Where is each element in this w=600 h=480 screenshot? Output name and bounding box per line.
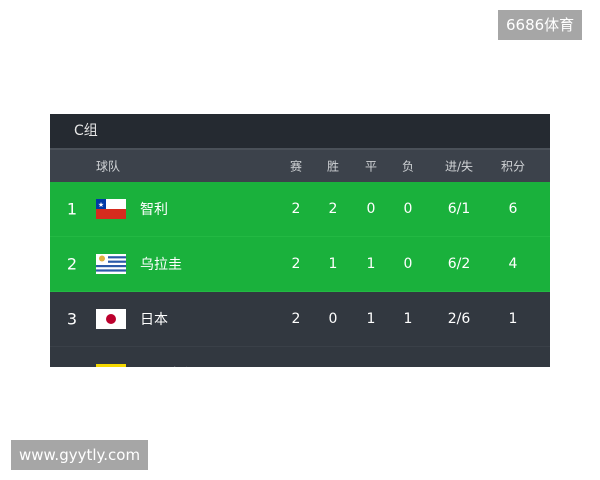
won-value: 0 xyxy=(329,366,338,367)
chile-flag-icon: ★ xyxy=(96,199,126,219)
column-header-row: 球队 赛 胜 平 负 进/失 积分 xyxy=(50,148,550,182)
points-value: 4 xyxy=(508,256,518,272)
japan-flag-icon xyxy=(96,309,126,329)
goals-value: 6/2 xyxy=(447,256,471,272)
watermark-bottom: www.gyytly.com xyxy=(11,440,149,470)
svg-text:★: ★ xyxy=(98,201,104,209)
standings-table: C组 球队 赛 胜 平 负 进/失 积分 1 ★ 智利 2 2 0 0 6/1 6 2 乌拉圭 2 1 1… xyxy=(50,114,550,367)
col-drawn: 平 xyxy=(364,159,378,174)
played-value: 2 xyxy=(292,366,301,367)
drawn-value: 0 xyxy=(366,201,376,217)
rank: 4 xyxy=(67,365,77,368)
watermark-top: 6686体育 xyxy=(498,10,583,40)
drawn-value: 1 xyxy=(366,311,376,327)
team-row[interactable]: 4 厄瓜多尔 2 0 0 2 1/6 0 xyxy=(50,347,550,367)
played-value: 2 xyxy=(291,311,301,327)
points-value: 1 xyxy=(508,311,518,327)
played-value: 2 xyxy=(291,256,301,272)
goals-value: 2/6 xyxy=(447,311,471,327)
col-points: 积分 xyxy=(500,159,526,174)
team-row[interactable]: 1 ★ 智利 2 2 0 0 6/1 6 xyxy=(50,182,550,237)
won-value: 2 xyxy=(328,201,338,217)
points-value: 6 xyxy=(508,201,518,217)
rank: 1 xyxy=(66,199,78,219)
col-lost: 负 xyxy=(401,159,415,174)
col-played: 赛 xyxy=(289,159,303,174)
col-won: 胜 xyxy=(326,159,340,174)
goals-value: 6/1 xyxy=(447,201,471,217)
col-goals: 进/失 xyxy=(444,159,474,174)
group-title: C组 xyxy=(50,114,550,148)
rank: 2 xyxy=(66,254,78,274)
team-row[interactable]: 2 乌拉圭 2 1 1 0 6/2 4 xyxy=(50,237,550,292)
won-value: 0 xyxy=(328,311,338,327)
team-row[interactable]: 3 日本 2 0 1 1 2/6 1 xyxy=(50,292,550,347)
drawn-value: 0 xyxy=(367,366,376,367)
rank: 3 xyxy=(66,309,78,329)
col-team: 球队 xyxy=(95,159,121,174)
uruguay-flag-icon xyxy=(96,254,126,274)
points-value: 0 xyxy=(509,366,518,367)
drawn-value: 1 xyxy=(366,256,376,272)
lost-value: 2 xyxy=(404,366,413,367)
team-name: 智利 xyxy=(140,202,168,218)
team-name: 日本 xyxy=(140,312,168,328)
lost-value: 0 xyxy=(403,256,413,272)
team-name: 厄瓜多尔 xyxy=(140,364,196,367)
lost-value: 1 xyxy=(403,311,413,327)
ecuador-flag-icon xyxy=(96,364,126,367)
won-value: 1 xyxy=(328,256,338,272)
team-name: 乌拉圭 xyxy=(140,257,182,273)
goals-value: 1/6 xyxy=(448,366,471,367)
played-value: 2 xyxy=(291,201,301,217)
lost-value: 0 xyxy=(403,201,413,217)
